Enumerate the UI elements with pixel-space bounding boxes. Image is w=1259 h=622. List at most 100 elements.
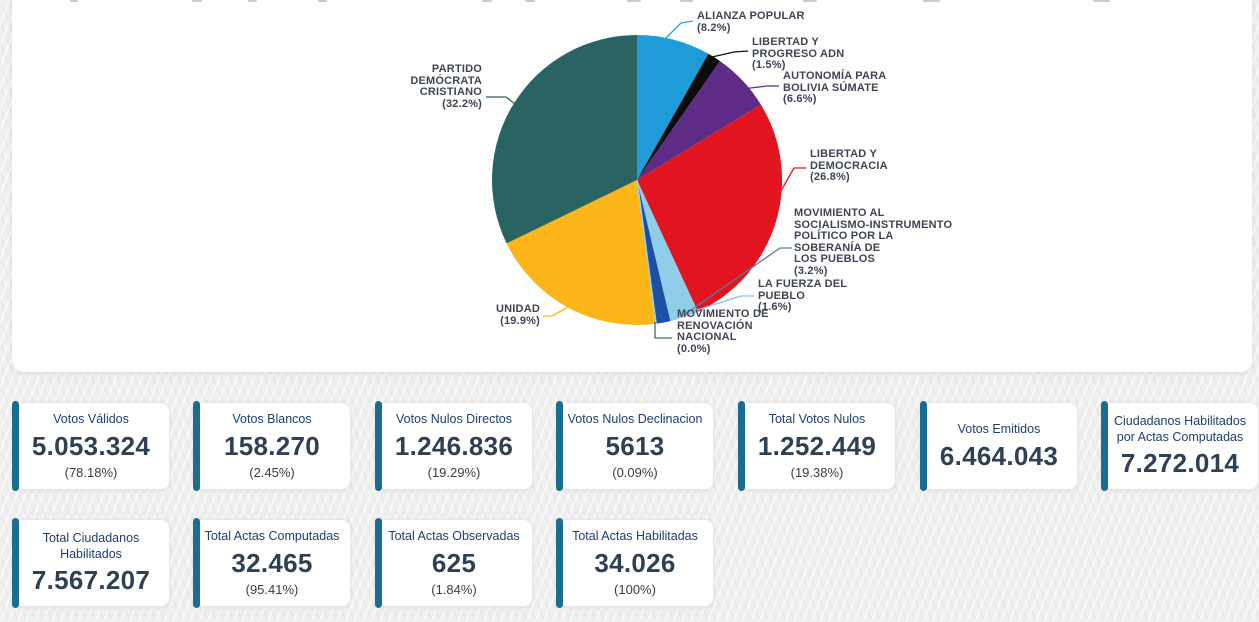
pie-slice-5[interactable] xyxy=(637,180,671,324)
card-value: 1.246.836 xyxy=(394,430,514,461)
pie-label-fuerza-del-pueblo: LA FUERZA DEL PUEBLO (1.6%) xyxy=(758,278,847,314)
card-title: Votos Blancos xyxy=(232,412,312,427)
pie-label-pct: (32.2%) xyxy=(442,97,482,110)
pie-label-line: NACIONAL xyxy=(677,331,737,343)
clipped-content-artifact xyxy=(803,0,817,2)
card-title: Votos Nulos Directos xyxy=(395,412,513,427)
pie-chart[interactable] xyxy=(0,0,1259,380)
card-percent: (19.29%) xyxy=(427,464,481,480)
clipped-content-artifact xyxy=(525,0,535,2)
card-title: Ciudadanos Habilitados por Actas Computa… xyxy=(1113,414,1247,444)
clipped-content-artifact xyxy=(318,0,327,2)
pie-slice-3[interactable] xyxy=(637,104,783,312)
pie-label-partido-democrata-cristiano: PARTIDO DEMÓCRATA CRISTIANO (32.2%) xyxy=(362,63,482,110)
card-title: Total Actas Habilitadas xyxy=(572,529,698,544)
pie-label-alianza-popular: ALIANZA POPULAR (8.2%) xyxy=(697,10,805,34)
pie-label-pct: (19.9%) xyxy=(500,314,540,327)
pie-label-line: MOVIMIENTO DE xyxy=(677,308,769,320)
card-ciudadanos-habilitados-actas: Ciudadanos Habilitados por Actas Computa… xyxy=(1101,401,1259,491)
pie-label-renovacion-nacional: MOVIMIENTO DE RENOVACIÓN NACIONAL (0.0%) xyxy=(677,308,769,355)
pie-label-pct: (6.6%) xyxy=(783,93,817,105)
pie-label-line: ALIANZA POPULAR xyxy=(697,10,805,22)
card-percent: (95.41%) xyxy=(245,581,299,597)
card-percent: (1.84%) xyxy=(431,581,477,597)
pie-label-line: UNIDAD xyxy=(496,303,540,315)
clipped-content-artifact xyxy=(1093,0,1110,2)
clipped-content-artifact xyxy=(248,0,257,2)
card-votos-emitidos: Votos Emitidos 6.464.043 xyxy=(920,401,1078,491)
pie-label-line: MOVIMIENTO AL xyxy=(794,207,885,219)
card-accent-bar xyxy=(12,401,19,491)
card-votos-blancos: Votos Blancos 158.270 (2.45%) xyxy=(193,401,351,491)
card-votos-nulos-declinacion: Votos Nulos Declinacion 5613 (0.09%) xyxy=(556,401,714,491)
pie-leader-line-0 xyxy=(662,20,694,42)
card-title: Votos Nulos Declinacion xyxy=(567,412,703,427)
clipped-content-artifact xyxy=(923,0,940,2)
pie-label-libertad-progreso-adn: LIBERTAD Y PROGRESO ADN (1.5%) xyxy=(752,36,845,72)
pie-label-line: RENOVACIÓN xyxy=(677,319,753,332)
card-votos-nulos-directos: Votos Nulos Directos 1.246.836 (19.29%) xyxy=(375,401,533,491)
card-accent-bar xyxy=(920,401,927,491)
pie-label-line: DEMÓCRATA xyxy=(410,74,482,87)
card-value: 7.272.014 xyxy=(1120,448,1240,479)
card-accent-bar xyxy=(1101,401,1108,491)
card-accent-bar xyxy=(193,401,200,491)
pie-slice-6[interactable] xyxy=(636,179,657,324)
card-accent-bar xyxy=(556,518,563,608)
pie-leader-line-8 xyxy=(486,96,525,112)
pie-label-pct: (26.8%) xyxy=(810,171,850,183)
pie-slice-0[interactable] xyxy=(637,35,709,180)
card-percent: (0.09%) xyxy=(612,464,658,480)
pie-label-line: SOCIALISMO-INSTRUMENTO xyxy=(794,218,953,231)
card-total-votos-nulos: Total Votos Nulos 1.252.449 (19.38%) xyxy=(738,401,896,491)
pie-leader-line-1 xyxy=(711,50,749,58)
pie-label-line: PUEBLO xyxy=(758,289,806,302)
pie-label-line: LIBERTAD Y xyxy=(752,36,819,48)
pie-label-line: BOLIVIA SÚMATE xyxy=(783,81,879,94)
card-value: 5.053.324 xyxy=(31,430,151,461)
pie-label-pct: (8.2%) xyxy=(697,21,731,34)
card-accent-bar xyxy=(12,518,19,608)
card-percent: (2.45%) xyxy=(249,464,295,480)
card-value: 625 xyxy=(431,547,477,578)
card-total-actas-observadas: Total Actas Observadas 625 (1.84%) xyxy=(375,518,533,608)
pie-slice-1[interactable] xyxy=(637,53,720,180)
pie-label-line: CRISTIANO xyxy=(419,86,482,98)
card-percent: (78.18%) xyxy=(64,464,118,480)
pie-label-line: AUTONOMÍA PARA xyxy=(783,70,887,82)
card-title: Votos Emitidos xyxy=(957,422,1041,437)
clipped-content-artifact xyxy=(627,0,641,2)
pie-slice-8[interactable] xyxy=(492,35,637,244)
pie-label-line: LOS PUEBLOS xyxy=(794,253,876,265)
card-accent-bar xyxy=(375,518,382,608)
pie-leader-line-3 xyxy=(777,167,806,197)
pie-label-line: PROGRESO ADN xyxy=(752,47,845,60)
pie-slice-2[interactable] xyxy=(637,61,761,180)
pie-label-unidad: UNIDAD (19.9%) xyxy=(420,303,540,327)
pie-label-pct: (0.0%) xyxy=(677,342,711,355)
pie-slice-7[interactable] xyxy=(506,180,657,325)
card-accent-bar xyxy=(375,401,382,491)
card-title: Total Ciudadanos Habilitados xyxy=(42,531,140,561)
clipped-content-artifact xyxy=(482,0,492,2)
card-title: Total Actas Observadas xyxy=(388,529,520,544)
pie-label-line: POLÍTICO POR LA xyxy=(794,230,894,242)
pie-leader-line-4 xyxy=(683,247,792,316)
clipped-content-artifact xyxy=(70,0,78,2)
card-total-actas-habilitadas: Total Actas Habilitadas 34.026 (100%) xyxy=(556,518,714,608)
card-total-ciudadanos-habilitados: Total Ciudadanos Habilitados 7.567.207 xyxy=(12,518,170,608)
card-value: 158.270 xyxy=(223,430,321,461)
card-title: Votos Válidos xyxy=(53,412,129,427)
card-value: 32.465 xyxy=(231,547,313,578)
card-accent-bar xyxy=(193,518,200,608)
card-value: 1.252.449 xyxy=(757,430,877,461)
clipped-content-artifact xyxy=(680,0,693,2)
card-accent-bar xyxy=(556,401,563,491)
pie-leader-line-6 xyxy=(654,322,672,339)
card-value: 34.026 xyxy=(594,547,676,578)
clipped-content-artifact xyxy=(192,0,202,2)
pie-label-line: DEMOCRACIA xyxy=(810,159,888,172)
pie-label-pct: (3.2%) xyxy=(794,264,828,277)
pie-slice-4[interactable] xyxy=(637,180,698,322)
